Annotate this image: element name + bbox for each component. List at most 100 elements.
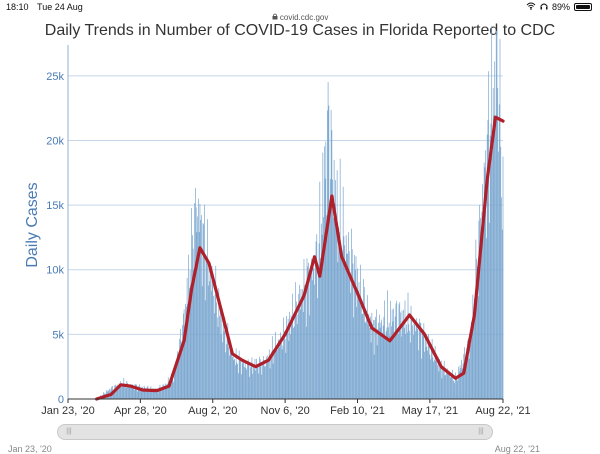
daily-case-bar xyxy=(413,323,415,399)
daily-case-bar xyxy=(404,300,406,399)
daily-case-bar xyxy=(138,386,140,399)
grid-lines xyxy=(68,75,503,400)
daily-case-bar xyxy=(433,361,434,399)
daily-case-bar xyxy=(376,345,378,399)
daily-case-bar xyxy=(314,264,316,399)
daily-case-bar xyxy=(484,167,486,399)
daily-case-bar xyxy=(430,359,431,399)
daily-case-bar xyxy=(238,350,240,399)
navigator-start-label: Jan 23, '20 xyxy=(8,444,52,454)
battery-icon xyxy=(574,3,592,11)
daily-case-bar xyxy=(335,180,336,399)
daily-case-bar xyxy=(440,360,442,399)
daily-case-bar xyxy=(287,327,288,399)
daily-case-bar xyxy=(312,260,314,399)
daily-case-bar xyxy=(259,359,261,399)
daily-case-bar xyxy=(498,151,499,399)
daily-case-bar xyxy=(429,354,431,399)
daily-case-bar xyxy=(449,372,450,399)
daily-case-bar xyxy=(348,232,349,399)
daily-case-bar xyxy=(265,366,266,399)
daily-case-bar xyxy=(458,366,459,399)
daily-case-bar xyxy=(204,300,206,399)
daily-case-bar xyxy=(288,340,290,399)
right-handle-icon[interactable]: ||| xyxy=(478,428,484,435)
daily-case-bar xyxy=(477,266,478,399)
daily-case-bar xyxy=(271,351,272,399)
daily-case-bar xyxy=(184,336,186,399)
daily-case-bar xyxy=(198,231,200,399)
daily-case-bar xyxy=(420,322,422,399)
daily-case-bar xyxy=(165,385,167,399)
daily-case-bar xyxy=(311,280,313,399)
daily-case-bar xyxy=(296,324,298,399)
daily-case-bar xyxy=(116,389,118,399)
daily-case-bar xyxy=(230,342,232,399)
daily-case-bar xyxy=(193,283,195,399)
daily-case-bar xyxy=(455,372,456,399)
daily-case-bar xyxy=(305,326,307,399)
daily-case-bar xyxy=(338,227,339,399)
daily-case-bar xyxy=(313,268,315,399)
daily-case-bar xyxy=(125,387,127,399)
daily-case-bar xyxy=(232,350,234,399)
daily-case-bar xyxy=(240,360,241,399)
y-tick-label: 25k xyxy=(46,71,64,83)
daily-case-bar xyxy=(209,281,211,399)
daily-case-bar xyxy=(348,251,350,399)
daily-case-bar xyxy=(158,387,160,399)
x-tick-label: Jan 23, '20 xyxy=(41,405,94,417)
range-navigator[interactable]: ||| ||| xyxy=(57,424,493,440)
daily-case-bar xyxy=(342,186,344,399)
daily-case-bar xyxy=(276,347,278,399)
daily-case-bar xyxy=(387,290,389,399)
x-tick-label: Feb 10, '21 xyxy=(330,405,385,417)
daily-case-bar xyxy=(248,364,250,399)
daily-case-bar xyxy=(201,215,202,399)
daily-case-bar xyxy=(470,321,472,399)
daily-case-bar xyxy=(260,362,262,399)
daily-case-bar xyxy=(309,270,311,399)
daily-case-bar xyxy=(332,179,333,399)
daily-case-bar xyxy=(336,215,337,399)
daily-case-bar xyxy=(130,384,131,399)
daily-case-bar xyxy=(493,115,495,399)
daily-case-bar xyxy=(320,223,322,399)
daily-case-bar xyxy=(187,304,189,399)
daily-case-bar xyxy=(428,334,429,399)
daily-case-bar xyxy=(296,301,297,399)
daily-case-bar xyxy=(500,146,502,399)
daily-case-bar xyxy=(475,239,477,399)
daily-case-bar xyxy=(446,368,448,399)
daily-case-bar xyxy=(246,369,248,399)
daily-case-bar xyxy=(360,299,362,399)
daily-case-bar xyxy=(150,386,152,399)
daily-case-bar xyxy=(403,327,405,399)
url-bar[interactable]: covid.cdc.gov xyxy=(0,12,600,24)
daily-case-bar xyxy=(166,384,168,399)
daily-case-bar xyxy=(479,204,480,399)
daily-case-bar xyxy=(151,389,153,399)
daily-case-bar xyxy=(416,323,418,399)
daily-case-bar xyxy=(290,315,292,399)
daily-case-bar xyxy=(379,314,380,399)
daily-case-bar xyxy=(196,232,198,399)
daily-case-bar xyxy=(317,298,318,399)
daily-case-bar xyxy=(153,388,155,399)
daily-case-bar xyxy=(189,270,191,399)
daily-case-bar xyxy=(478,220,480,399)
daily-case-bar xyxy=(372,323,373,399)
daily-case-bar xyxy=(140,386,142,399)
daily-case-bar xyxy=(415,331,416,399)
daily-case-bar xyxy=(349,273,351,399)
daily-case-bar xyxy=(375,309,377,399)
daily-case-bar xyxy=(290,334,291,399)
daily-case-bar xyxy=(254,358,256,399)
daily-case-bar xyxy=(299,284,300,399)
daily-case-bar xyxy=(403,309,404,399)
daily-case-bar xyxy=(129,384,131,399)
daily-case-bar xyxy=(480,217,481,399)
left-handle-icon[interactable]: ||| xyxy=(66,428,72,435)
daily-case-bar xyxy=(179,328,181,399)
daily-case-bar xyxy=(497,88,499,399)
